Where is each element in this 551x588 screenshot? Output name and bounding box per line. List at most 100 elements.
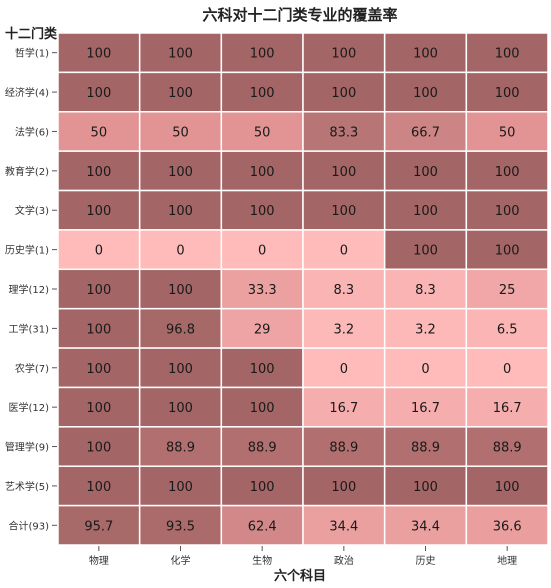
cell-value-label: 33.3	[248, 283, 277, 298]
cell-value-label: 0	[503, 362, 511, 377]
y-tick-label: 工学(31)	[8, 322, 49, 335]
cell-value-label: 100	[413, 165, 438, 180]
cell-value-label: 0	[95, 244, 103, 259]
cell-value-label: 88.9	[166, 441, 195, 456]
cell-value-label: 66.7	[411, 125, 440, 140]
cell-value-label: 100	[86, 204, 111, 219]
cell-value-label: 83.3	[329, 125, 358, 140]
cell-value-label: 88.9	[248, 441, 277, 456]
cell-value-label: 0	[176, 244, 184, 259]
heatmap-cell	[302, 307, 386, 349]
y-tick-label: 农学(7)	[15, 362, 49, 375]
heatmap-cell	[138, 386, 223, 428]
cell-value-label: 100	[413, 244, 438, 259]
cell-value-label: 100	[250, 362, 275, 377]
cell-value-label: 100	[86, 86, 111, 101]
cell-value-label: 16.7	[493, 401, 522, 416]
cell-value-label: 88.9	[493, 441, 522, 456]
cell-value-label: 100	[168, 165, 193, 180]
heatmap-cell	[57, 386, 141, 428]
cell-value-label: 100	[331, 480, 356, 495]
heatmap-cell	[138, 150, 223, 192]
cell-value-label: 100	[86, 165, 111, 180]
cell-value-label: 0	[421, 362, 429, 377]
heatmap-cell	[465, 268, 549, 310]
cell-value-label: 100	[495, 480, 520, 495]
cell-value-label: 100	[86, 322, 111, 337]
cell-value-label: 100	[495, 86, 520, 101]
heatmap-cell	[138, 465, 223, 507]
heatmap-cell	[138, 71, 223, 113]
cell-value-label: 100	[250, 86, 275, 101]
x-tick-label: 历史	[416, 555, 436, 567]
heatmap-cells	[57, 32, 549, 546]
cell-value-label: 3.2	[415, 322, 436, 337]
y-tick-label: 管理学(9)	[5, 441, 49, 454]
heatmap-cell	[138, 111, 223, 152]
heatmap-cell	[383, 504, 468, 546]
cell-value-label: 100	[168, 86, 193, 101]
x-tick-label: 政治	[334, 554, 354, 567]
cell-value-label: 50	[499, 125, 516, 140]
y-tick-label: 法学(6)	[15, 125, 49, 138]
y-tick-label: 艺术学(5)	[5, 480, 49, 493]
heatmap-cell	[383, 307, 468, 349]
cell-value-label: 100	[250, 204, 275, 219]
cell-value-label: 100	[86, 362, 111, 377]
heatmap-cell	[57, 32, 141, 74]
heatmap-cell	[302, 189, 386, 231]
cell-value-label: 100	[495, 47, 520, 62]
cell-value-label: 100	[168, 401, 193, 416]
cell-value-label: 100	[331, 86, 356, 101]
y-tick-label: 教育学(2)	[5, 165, 49, 178]
x-tick-label: 物理	[89, 554, 109, 567]
heatmap-cell	[302, 71, 386, 113]
heatmap-cell	[465, 32, 549, 74]
cell-value-label: 96.8	[166, 322, 195, 337]
cell-value-label: 8.3	[333, 283, 354, 298]
cell-value-label: 100	[250, 401, 275, 416]
cell-value-label: 50	[172, 125, 189, 140]
cell-value-label: 0	[340, 362, 348, 377]
cell-value-label: 100	[250, 165, 275, 180]
cell-value-label: 50	[254, 125, 271, 140]
heatmap-cell	[138, 347, 223, 389]
heatmap-cell	[57, 465, 141, 507]
heatmap-cell	[57, 347, 141, 389]
heatmap-cell	[57, 504, 141, 546]
cell-value-label: 93.5	[166, 519, 195, 534]
y-tick-label: 哲学(1)	[15, 47, 49, 60]
heatmap-cell	[302, 465, 386, 507]
heatmap-cell	[57, 426, 141, 467]
cell-value-label: 16.7	[329, 401, 358, 416]
heatmap-cell	[220, 307, 304, 349]
cell-value-label: 100	[331, 165, 356, 180]
y-axis-title: 十二门类	[5, 26, 58, 42]
heatmap-cell	[302, 150, 386, 192]
y-tick-label: 经济学(4)	[5, 86, 49, 99]
heatmap-cell	[383, 111, 468, 152]
cell-value-label: 100	[495, 244, 520, 259]
cell-value-label: 100	[250, 480, 275, 495]
y-tick-label: 理学(12)	[8, 283, 49, 296]
heatmap-cell	[465, 504, 549, 546]
heatmap-cell	[383, 150, 468, 192]
cell-value-label: 100	[331, 204, 356, 219]
cell-value-label: 95.7	[84, 519, 113, 534]
cell-value-label: 100	[413, 204, 438, 219]
heatmap-cell	[383, 386, 468, 428]
heatmap-value-labels: 100 100 100 100 100 100 100 100 100 100 100 100 50 50…	[84, 47, 521, 535]
y-tick-label: 合计(93)	[8, 519, 49, 532]
heatmap-cell	[465, 111, 549, 152]
cell-value-label: 8.3	[415, 283, 436, 298]
cell-value-label: 34.4	[411, 519, 440, 534]
cell-value-label: 100	[413, 480, 438, 495]
cell-value-label: 100	[168, 283, 193, 298]
heatmap-cell	[220, 189, 304, 231]
cell-value-label: 100	[168, 480, 193, 495]
cell-value-label: 3.2	[333, 322, 354, 337]
heatmap-cell	[465, 71, 549, 113]
cell-value-label: 100	[168, 47, 193, 62]
heatmap-cell	[465, 465, 549, 507]
